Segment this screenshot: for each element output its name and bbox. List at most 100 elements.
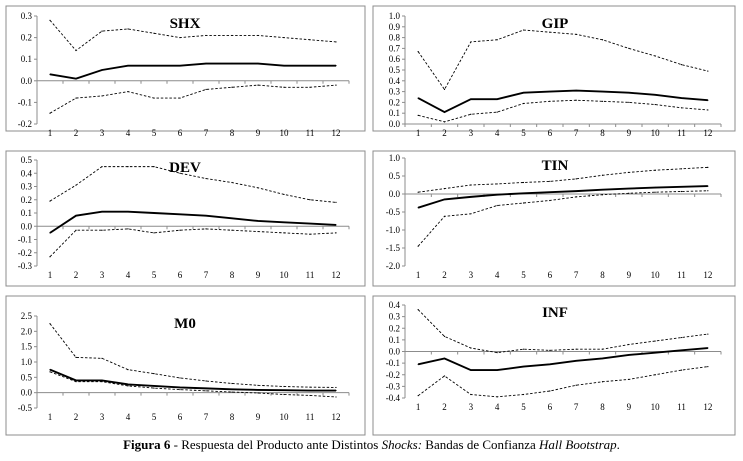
y-tick-label-gip: 0.8	[389, 33, 401, 43]
data-point-upper-gip	[417, 51, 419, 53]
data-point-lower-dev	[101, 229, 103, 231]
x-tick-label-inf: 7	[574, 402, 579, 412]
data-point-lower-m0	[49, 371, 51, 373]
x-tick-label-dev: 10	[280, 270, 290, 280]
data-point-lower-tin	[601, 194, 604, 196]
data-point-upper-gip	[680, 64, 683, 66]
data-point-upper-m0	[283, 385, 285, 388]
x-tick-label-gip: 8	[600, 128, 605, 138]
data-point-lower-inf	[417, 395, 419, 397]
data-point-lower-m0	[127, 385, 129, 387]
x-tick-label-inf: 6	[548, 402, 553, 412]
data-point-lower-inf	[522, 393, 525, 396]
data-point-upper-m0	[335, 386, 337, 389]
data-point-upper-tin	[601, 174, 604, 176]
data-point-lower-gip	[470, 113, 472, 115]
y-tick-label-m0: 2.5	[21, 311, 33, 321]
data-point-response-gip	[654, 94, 656, 96]
data-point-response-dev	[49, 232, 51, 234]
y-tick-label-inf: -0.1	[386, 358, 400, 368]
data-point-lower-dev	[335, 232, 337, 234]
data-point-upper-dev	[153, 166, 155, 168]
data-point-upper-dev	[179, 172, 181, 174]
x-tick-label-gip: 5	[521, 128, 526, 138]
data-point-upper-m0	[205, 380, 207, 382]
data-point-lower-inf	[680, 369, 683, 371]
x-tick-label-shx: 10	[280, 128, 290, 138]
data-point-response-shx	[127, 65, 129, 67]
y-tick-label-shx: 0.1	[21, 54, 32, 64]
data-point-lower-inf	[707, 366, 709, 368]
data-point-upper-tin	[496, 183, 498, 185]
x-tick-label-tin: 1	[416, 270, 421, 280]
x-tick-label-m0: 7	[204, 412, 209, 422]
data-point-upper-inf	[601, 348, 604, 350]
panel-tin: 1.00.50.0-0.5-1.0-1.5-2.01 2 3 4 5 6 7 8 9 10 11 12…	[372, 150, 736, 287]
x-tick-label-inf: 5	[521, 402, 526, 412]
y-tick-label-shx: 0.2	[21, 33, 32, 43]
data-point-upper-shx	[205, 34, 207, 37]
data-point-upper-shx	[309, 39, 311, 41]
data-point-lower-gip	[417, 114, 419, 116]
data-point-response-tin	[417, 207, 419, 209]
data-point-upper-inf	[443, 335, 446, 337]
data-point-response-m0	[75, 379, 77, 381]
x-tick-label-m0: 4	[126, 412, 131, 422]
caption-end: .	[616, 437, 620, 452]
panel-frame-inf	[372, 295, 736, 436]
chart-title-dev: DEV	[169, 160, 201, 176]
y-tick-label-inf: -0.4	[386, 393, 401, 403]
data-point-response-shx	[283, 65, 285, 67]
data-point-response-gip	[496, 98, 498, 100]
data-point-upper-m0	[153, 373, 155, 375]
y-tick-label-gip: 0.1	[389, 108, 400, 118]
data-point-lower-shx	[205, 88, 207, 91]
data-point-response-shx	[205, 62, 207, 65]
data-point-response-inf	[522, 366, 525, 368]
series-response-line-dev	[49, 210, 337, 234]
data-point-lower-shx	[153, 97, 155, 99]
data-point-response-gip	[601, 91, 604, 93]
y-tick-label-shx: -0.1	[18, 97, 32, 107]
series-upper-line-m0	[49, 323, 337, 388]
x-tick-label-dev: 6	[178, 270, 183, 280]
x-tick-label-shx: 11	[306, 128, 315, 138]
data-point-lower-dev	[127, 228, 129, 230]
data-point-upper-inf	[680, 336, 683, 339]
data-point-upper-gip	[654, 55, 656, 57]
data-point-lower-inf	[443, 375, 446, 377]
x-tick-label-tin: 7	[574, 270, 579, 280]
y-tick-label-tin: 1.0	[389, 153, 401, 163]
data-point-upper-shx	[335, 41, 337, 43]
x-tick-label-inf: 9	[627, 402, 632, 412]
data-point-response-inf	[654, 352, 656, 354]
x-tick-label-gip: 6	[548, 128, 553, 138]
data-point-lower-gip	[707, 109, 709, 111]
y-tick-label-gip: 0.2	[389, 97, 400, 107]
data-point-response-inf	[680, 349, 683, 351]
data-point-response-m0	[101, 379, 103, 381]
x-tick-label-shx: 4	[126, 128, 131, 138]
data-point-response-tin	[575, 190, 577, 192]
x-tick-label-m0: 2	[74, 412, 79, 422]
data-point-lower-dev	[179, 229, 181, 231]
y-tick-label-tin: -1.0	[386, 225, 401, 235]
x-tick-label-dev: 9	[256, 270, 261, 280]
series-upper-line-tin	[418, 166, 708, 193]
data-point-lower-gip	[443, 121, 446, 123]
data-point-lower-m0	[153, 387, 155, 389]
data-point-upper-m0	[49, 323, 51, 325]
data-point-upper-tin	[549, 180, 551, 182]
y-tick-label-inf: 0.4	[389, 300, 401, 310]
y-tick-label-dev: -0.2	[18, 248, 32, 258]
x-tick-label-dev: 3	[100, 270, 105, 280]
x-tick-label-gip: 10	[651, 128, 661, 138]
x-tick-label-tin: 2	[442, 270, 447, 280]
data-point-response-m0	[179, 386, 181, 389]
data-point-lower-dev	[205, 228, 207, 230]
data-point-lower-tin	[549, 199, 551, 202]
data-point-upper-tin	[470, 184, 472, 186]
x-tick-label-shx: 2	[74, 128, 79, 138]
data-point-response-inf	[575, 360, 577, 362]
